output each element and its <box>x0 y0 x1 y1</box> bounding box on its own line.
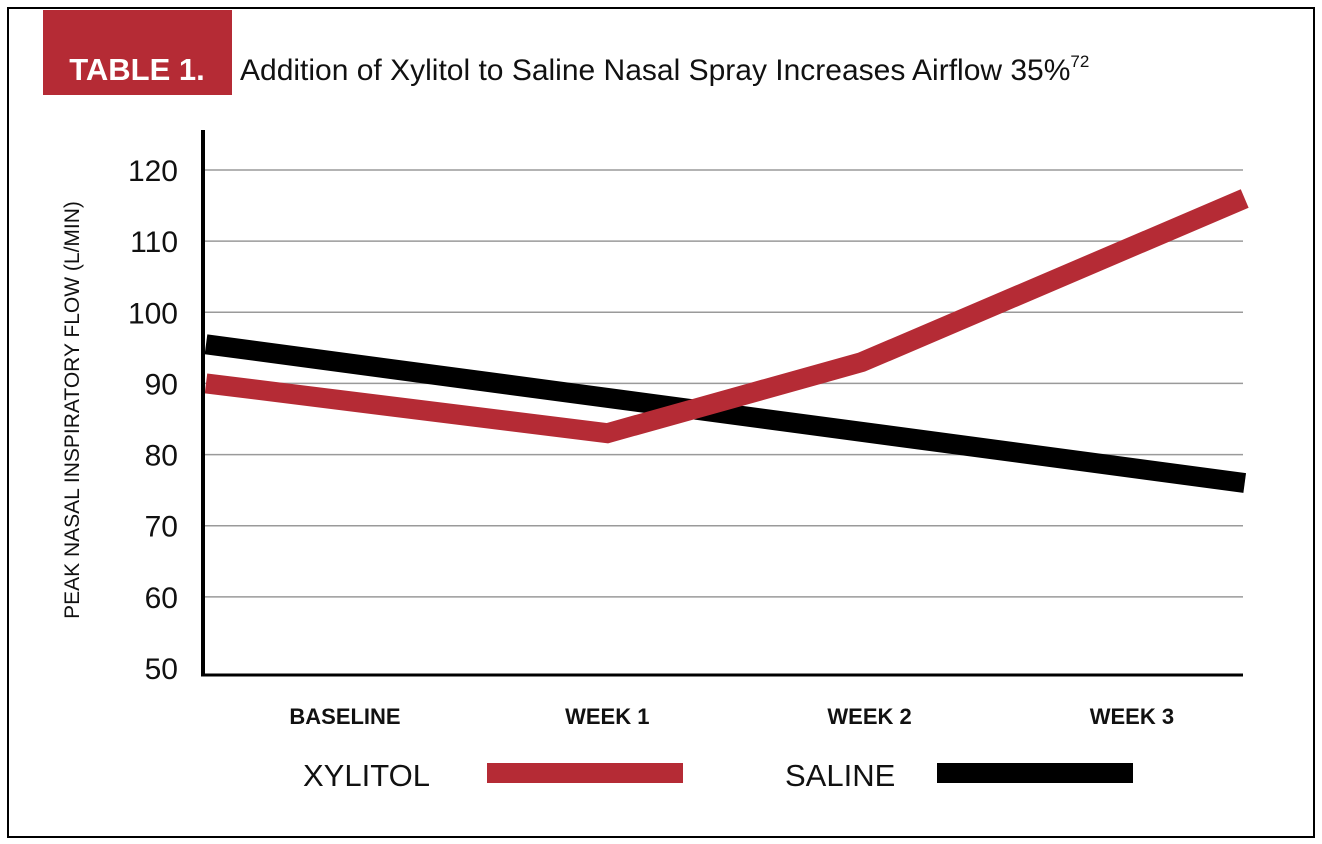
x-tick-label: WEEK 3 <box>1090 704 1174 729</box>
legend-label-saline: SALINE <box>785 758 895 793</box>
y-tick-label: 80 <box>145 440 178 473</box>
legend-label-xylitol: XYLITOL <box>303 758 430 793</box>
y-tick-label: 110 <box>130 226 178 259</box>
table-badge-bg <box>43 10 232 95</box>
x-tick-label: WEEK 1 <box>565 704 649 729</box>
chart-title-text: Addition of Xylitol to Saline Nasal Spra… <box>240 54 1070 87</box>
legend-swatch-xylitol <box>487 763 683 783</box>
series-line-xylitol <box>204 189 1249 444</box>
y-tick-label: 100 <box>128 297 178 330</box>
y-tick-label: 60 <box>145 582 178 615</box>
x-tick-label: WEEK 2 <box>827 704 911 729</box>
y-tick-label: 90 <box>145 368 178 401</box>
y-tick-label: 50 <box>145 653 178 686</box>
y-axis-label: PEAK NASAL INSPIRATORY FLOW (L/MIN) <box>61 201 84 619</box>
table-badge: TABLE 1. <box>69 52 205 87</box>
series-line-saline <box>204 334 1247 493</box>
y-tick-label: 70 <box>145 511 178 544</box>
title-superscript: 72 <box>1070 52 1089 71</box>
chart-title: Addition of Xylitol to Saline Nasal Spra… <box>240 52 1089 87</box>
x-tick-label: BASELINE <box>289 704 400 729</box>
y-tick-label: 120 <box>128 155 178 188</box>
legend-swatch-saline <box>937 763 1133 783</box>
